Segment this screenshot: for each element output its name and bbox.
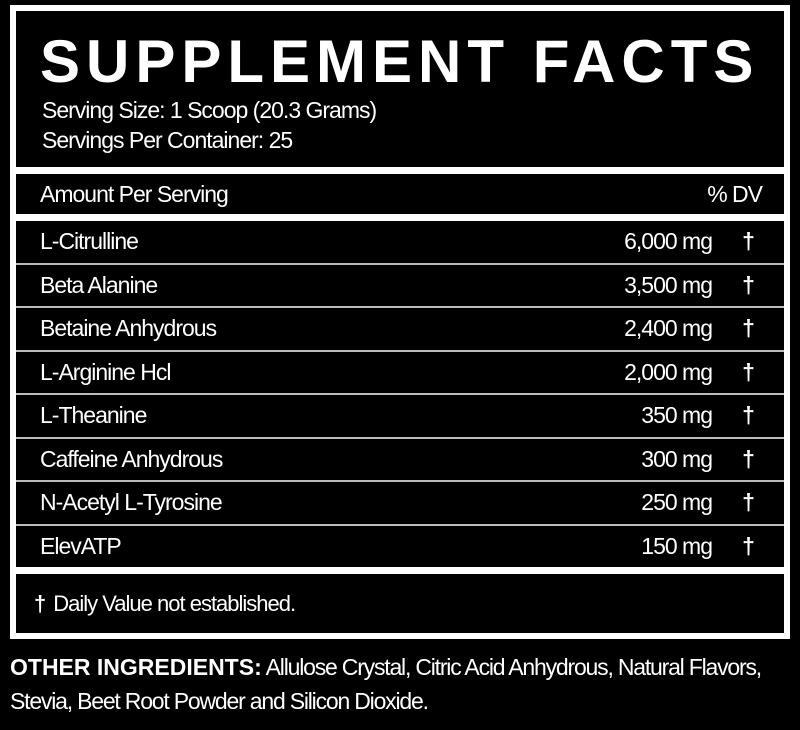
ingredient-amount: 2,400 mg [624, 315, 713, 342]
ingredient-dv: † [742, 315, 755, 342]
ingredient-name: L-Citrulline [40, 228, 139, 255]
table-row: Caffeine Anhydrous 300 mg † [16, 438, 784, 480]
table-row: L-Citrulline 6,000 mg † [16, 221, 784, 263]
ingredient-dv: † [742, 271, 755, 298]
title-section: SUPPLEMENT FACTS Serving Size: 1 Scoop (… [16, 11, 784, 167]
other-ingredients: OTHER INGREDIENTS: Allulose Crystal, Cit… [10, 650, 790, 718]
panel-title: SUPPLEMENT FACTS [40, 28, 760, 95]
serving-size: Serving Size: 1 Scoop (20.3 Grams) [42, 97, 377, 123]
table-row: L-Theanine 350 mg † [16, 395, 784, 437]
servings-per-container: Servings Per Container: 25 [42, 127, 293, 153]
other-ingredients-label: OTHER INGREDIENTS: [10, 654, 262, 680]
ingredient-dv: † [742, 228, 755, 255]
ingredient-dv: † [742, 445, 755, 472]
amount-per-serving-label: Amount Per Serving [40, 180, 229, 207]
table-row: ElevATP 150 mg † [16, 525, 784, 567]
ingredient-amount: 6,000 mg [624, 228, 713, 255]
ingredient-amount: 250 mg [641, 489, 713, 516]
table-row: N-Acetyl L-Tyrosine 250 mg † [16, 482, 784, 524]
dagger-symbol: † [34, 590, 46, 616]
table-header: Amount Per Serving % DV [16, 174, 784, 214]
table-row: Beta Alanine 3,500 mg † [16, 264, 784, 306]
ingredient-name: Betaine Anhydrous [40, 315, 217, 342]
ingredient-amount: 3,500 mg [624, 271, 713, 298]
ingredient-name: L-Theanine [40, 402, 147, 429]
supplement-facts-panel: SUPPLEMENT FACTS Serving Size: 1 Scoop (… [10, 5, 790, 639]
ingredient-amount: 150 mg [641, 532, 713, 559]
table-row: Betaine Anhydrous 2,400 mg † [16, 308, 784, 350]
ingredient-dv: † [742, 532, 755, 559]
ingredient-amount: 2,000 mg [624, 358, 713, 385]
ingredient-name: Caffeine Anhydrous [40, 445, 223, 472]
table-row: L-Arginine Hcl 2,000 mg † [16, 351, 784, 393]
ingredient-dv: † [742, 402, 755, 429]
dv-label: % DV [707, 180, 763, 207]
ingredient-name: Beta Alanine [40, 271, 158, 298]
other-ingredients-text: Allulose Crystal, Citric Acid Anhydrous,… [10, 654, 762, 714]
ingredient-name: N-Acetyl L-Tyrosine [40, 489, 223, 516]
ingredient-amount: 300 mg [641, 445, 713, 472]
footnote-text: Daily Value not established. [53, 590, 296, 616]
ingredient-name: L-Arginine Hcl [40, 358, 171, 385]
ingredient-dv: † [742, 358, 755, 385]
footnote: † Daily Value not established. [16, 574, 784, 633]
ingredient-name: ElevATP [40, 532, 122, 559]
ingredient-dv: † [742, 489, 755, 516]
ingredient-table: L-Citrulline 6,000 mg † Beta Alanine 3,500 m… [16, 221, 784, 567]
ingredient-amount: 350 mg [641, 402, 713, 429]
